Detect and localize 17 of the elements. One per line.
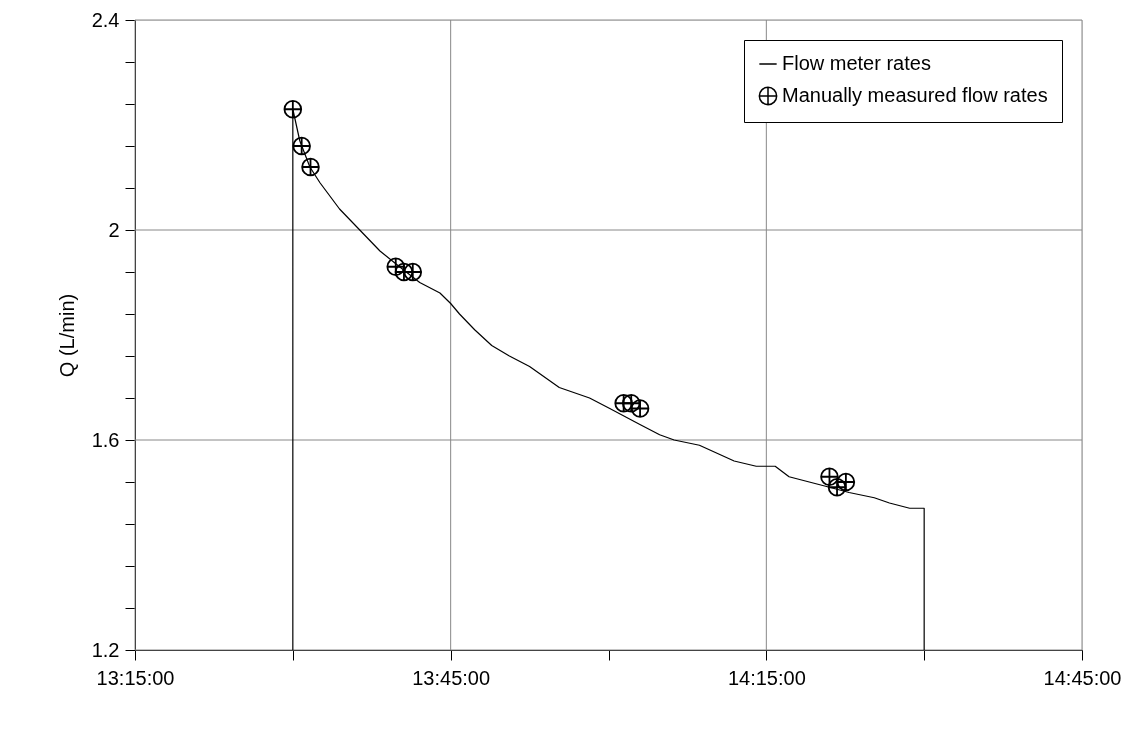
point xyxy=(403,262,423,282)
y-tick-label: 1.2 xyxy=(91,638,120,661)
point xyxy=(301,157,320,177)
x-tick-label: 13:15:00 xyxy=(96,666,175,689)
y-tick-label: 1.6 xyxy=(91,428,120,451)
x-tick-label: 14:15:00 xyxy=(727,666,806,689)
x-tick-label: 14:45:00 xyxy=(1043,666,1122,689)
y-tick-label: 2.4 xyxy=(91,8,120,31)
legend-label: Manually measured flow rates xyxy=(782,84,1048,106)
point xyxy=(283,99,303,119)
point xyxy=(836,472,856,492)
y-axis-title: Q (L/min) xyxy=(55,293,78,378)
point xyxy=(292,136,311,156)
point xyxy=(614,393,633,413)
legend-label: Flow meter rates xyxy=(782,52,931,74)
x-tick-label: 13:45:00 xyxy=(412,666,491,689)
y-tick-label: 2 xyxy=(108,218,120,241)
